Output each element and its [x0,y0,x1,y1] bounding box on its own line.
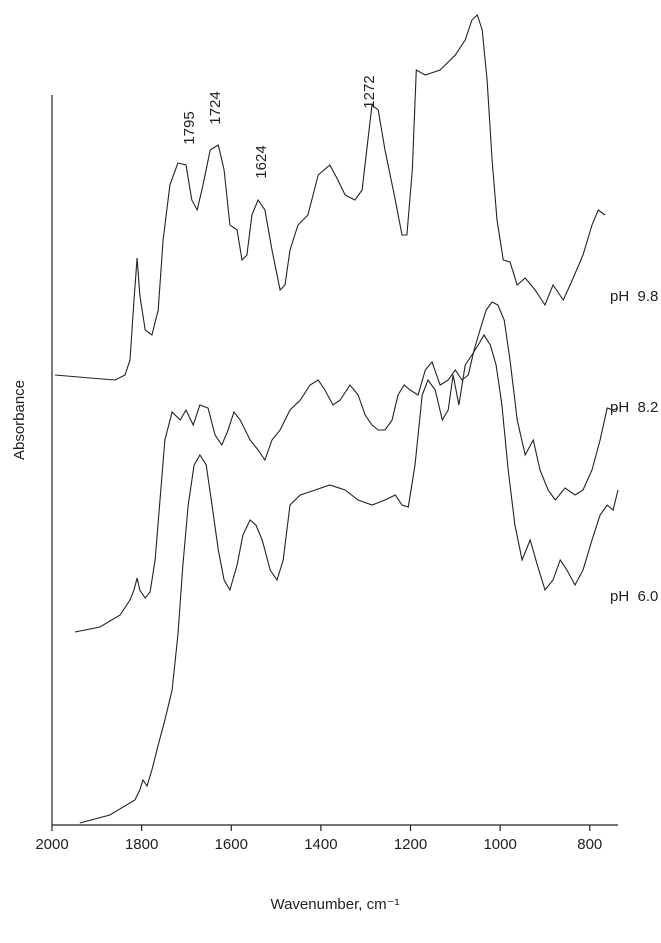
x-tick-label: 800 [577,836,602,853]
y-axis-label: Absorbance [11,380,28,460]
spectrum-line [55,14,606,381]
x-tick-label: 1800 [125,836,158,853]
series-label: pH 8.2 [610,399,658,416]
series-label: pH 6.0 [610,588,658,605]
series-label: pH 9.8 [610,288,658,305]
x-axis-label: Wavenumber, cm⁻¹ [270,896,399,913]
x-tick-label: 1000 [483,836,516,853]
peak-label: 1795 [181,111,198,144]
spectrum-line [79,333,619,824]
x-tick-label: 2000 [35,836,68,853]
spectrum-line [74,301,619,633]
x-tick-label: 1600 [215,836,248,853]
peak-label: 1624 [253,145,270,178]
peak-label: 1272 [361,75,378,108]
peak-label: 1724 [207,91,224,124]
x-tick-label: 1200 [394,836,427,853]
x-tick-label: 1400 [304,836,337,853]
